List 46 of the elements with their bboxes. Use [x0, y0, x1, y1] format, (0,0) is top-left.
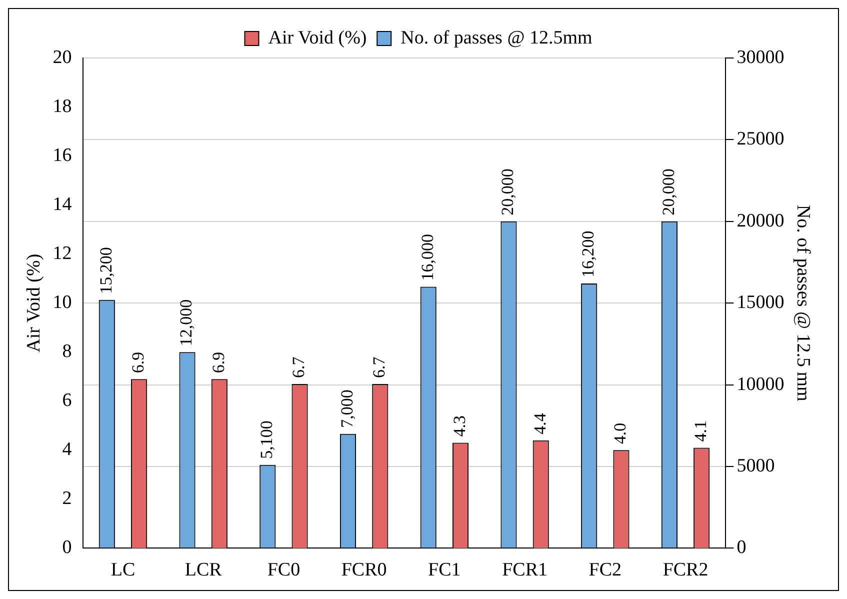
x-tick-label: FC2: [588, 560, 622, 581]
data-label: 6.7: [289, 356, 308, 378]
data-label: 4.0: [610, 422, 630, 444]
x-tick-label: FC1: [428, 560, 461, 581]
x-tick-label: FCR0: [341, 560, 387, 581]
y2-axis-title: No. of passes @ 12.5 mm: [792, 204, 814, 402]
y-tick-label: 6: [62, 390, 72, 412]
x-tick-label: FC0: [267, 560, 300, 581]
x-tick-label: FCR1: [502, 560, 548, 581]
data-label: 20,000: [658, 168, 678, 216]
data-label: 15,200: [96, 247, 116, 294]
y-tick-label: 10: [52, 292, 72, 314]
y2-tick-label: 10000: [736, 374, 784, 395]
y2-tick-label: 20000: [736, 210, 784, 232]
y-tick-label: 16: [52, 145, 72, 166]
y-tick-label: 2: [62, 488, 72, 510]
y-tick-label: 18: [52, 96, 72, 118]
y2-tick-label: 5000: [736, 455, 775, 476]
y-tick-label: 4: [62, 439, 72, 460]
legend-label: No. of passes @ 12.5mm: [400, 27, 592, 48]
data-label: 16,200: [578, 230, 598, 278]
data-label: 12,000: [176, 299, 196, 346]
data-label: 16,000: [418, 234, 437, 281]
y-tick-label: 12: [52, 243, 72, 264]
data-label: 6.9: [128, 352, 148, 374]
x-tick-label: LCR: [184, 560, 222, 581]
y2-tick-label: 30000: [736, 46, 784, 68]
data-label: 20,000: [498, 168, 518, 216]
x-tick-label: FCR2: [662, 560, 708, 581]
x-tick-label: LC: [110, 560, 136, 581]
y-tick-label: 20: [52, 46, 72, 68]
data-label: 7,000: [337, 390, 356, 428]
y-tick-label: 8: [62, 341, 72, 362]
data-label: 4.3: [450, 416, 469, 437]
y2-tick-label: 15000: [736, 292, 784, 314]
y-tick-label: 0: [62, 537, 72, 558]
data-label: 5,100: [257, 420, 276, 459]
data-label: 6.7: [370, 356, 389, 378]
y-axis-title: Air Void (%): [23, 254, 44, 352]
y-tick-label: 14: [52, 194, 72, 216]
legend-label: Air Void (%): [268, 27, 367, 48]
y2-tick-label: 0: [736, 537, 746, 558]
data-label: 4.4: [530, 412, 550, 434]
data-label: 4.1: [691, 420, 710, 442]
y2-tick-label: 25000: [736, 128, 784, 150]
data-label: 6.9: [208, 352, 228, 374]
